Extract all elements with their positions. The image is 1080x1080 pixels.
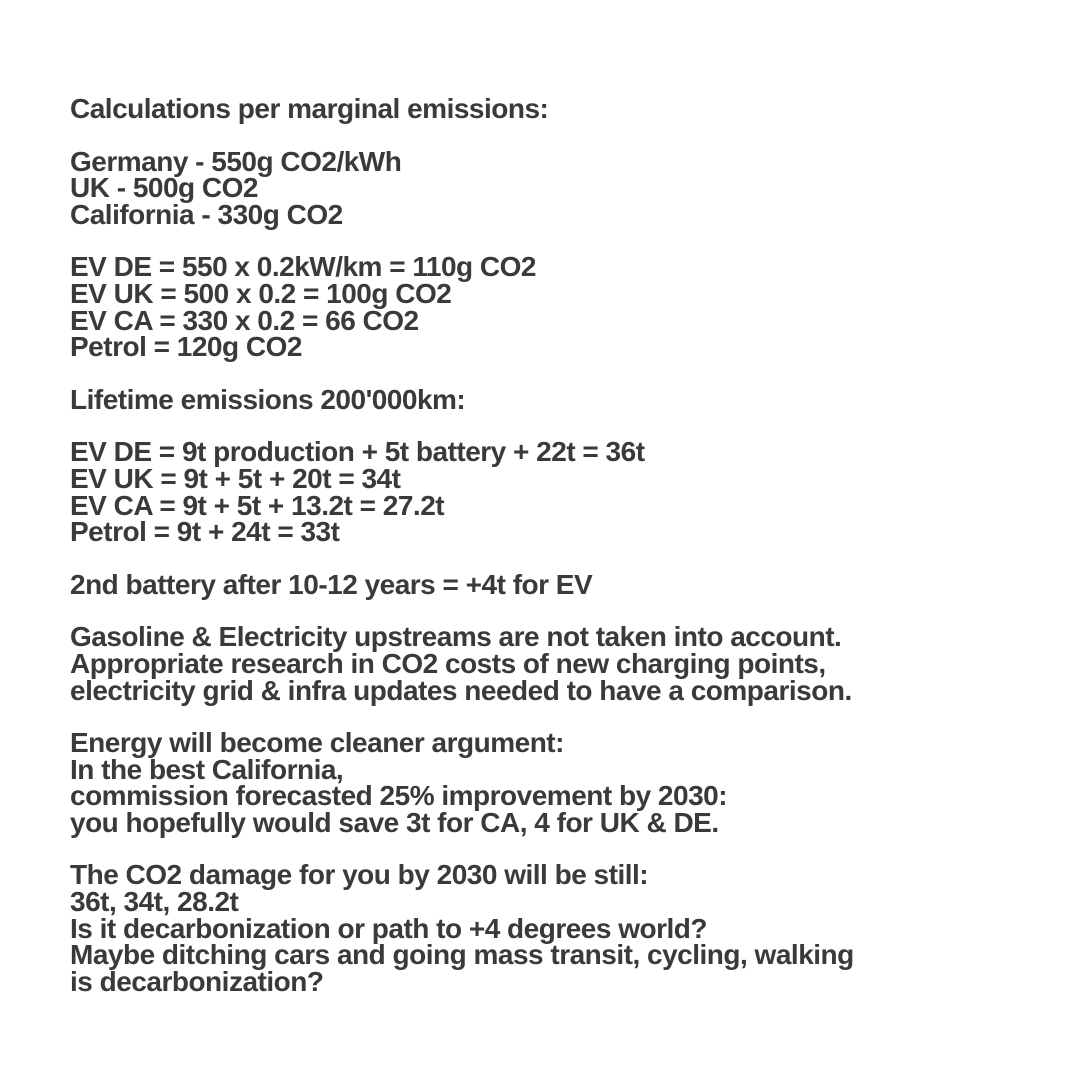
text-line: Appropriate research in CO2 costs of new… — [70, 651, 1010, 678]
text-line: Is it decarbonization or path to +4 degr… — [70, 916, 1010, 943]
marginal-emissions-header: Calculations per marginal emissions: — [70, 96, 1010, 123]
text-line: Energy will become cleaner argument: — [70, 730, 1010, 757]
text-line: EV DE = 9t production + 5t battery + 22t… — [70, 439, 1010, 466]
text-line: EV UK = 9t + 5t + 20t = 34t — [70, 466, 1010, 493]
page-root: Calculations per marginal emissions: Ger… — [0, 0, 1080, 995]
text-line: Germany - 550g CO2/kWh — [70, 149, 1010, 176]
text-line: Maybe ditching cars and going mass trans… — [70, 942, 1010, 969]
text-line: EV CA = 9t + 5t + 13.2t = 27.2t — [70, 493, 1010, 520]
per-km-emissions: EV DE = 550 x 0.2kW/km = 110g CO2 EV UK … — [70, 254, 1010, 360]
text-line: EV DE = 550 x 0.2kW/km = 110g CO2 — [70, 254, 1010, 281]
text-line: commission forecasted 25% improvement by… — [70, 783, 1010, 810]
text-line: EV UK = 500 x 0.2 = 100g CO2 — [70, 281, 1010, 308]
text-line: is decarbonization? — [70, 969, 1010, 996]
text-line: Lifetime emissions 200'000km: — [70, 387, 1010, 414]
text-line: Calculations per marginal emissions: — [70, 96, 1010, 123]
text-line: EV CA = 330 x 0.2 = 66 CO2 — [70, 308, 1010, 335]
grid-intensity: Germany - 550g CO2/kWh UK - 500g CO2 Cal… — [70, 149, 1010, 229]
second-battery: 2nd battery after 10-12 years = +4t for … — [70, 572, 1010, 599]
text-line: 36t, 34t, 28.2t — [70, 889, 1010, 916]
upstreams-note: Gasoline & Electricity upstreams are not… — [70, 624, 1010, 704]
lifetime-emissions: EV DE = 9t production + 5t battery + 22t… — [70, 439, 1010, 545]
text-line: UK - 500g CO2 — [70, 175, 1010, 202]
text-line: In the best California, — [70, 757, 1010, 784]
text-line: 2nd battery after 10-12 years = +4t for … — [70, 572, 1010, 599]
lifetime-header: Lifetime emissions 200'000km: — [70, 387, 1010, 414]
conclusion: The CO2 damage for you by 2030 will be s… — [70, 862, 1010, 995]
text-line: Petrol = 9t + 24t = 33t — [70, 519, 1010, 546]
text-line: California - 330g CO2 — [70, 202, 1010, 229]
text-line: you hopefully would save 3t for CA, 4 fo… — [70, 810, 1010, 837]
text-line: electricity grid & infra updates needed … — [70, 678, 1010, 705]
text-line: Petrol = 120g CO2 — [70, 334, 1010, 361]
cleaner-energy-argument: Energy will become cleaner argument: In … — [70, 730, 1010, 836]
text-line: The CO2 damage for you by 2030 will be s… — [70, 862, 1010, 889]
text-line: Gasoline & Electricity upstreams are not… — [70, 624, 1010, 651]
